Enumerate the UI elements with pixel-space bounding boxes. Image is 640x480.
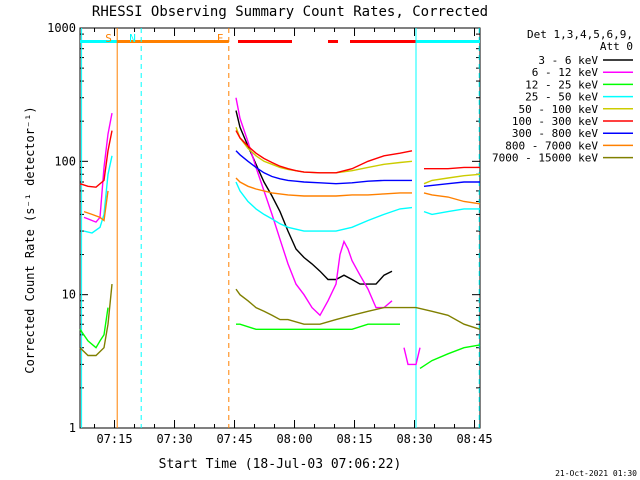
legend-label: 12 - 25 keV xyxy=(525,78,598,91)
legend-label: 6 - 12 keV xyxy=(532,66,599,79)
x-tick-label: 07:45 xyxy=(216,432,252,446)
series-line xyxy=(419,344,481,369)
legend-header-line-1: Det 1,3,4,5,6,9, xyxy=(527,28,633,41)
series-line xyxy=(235,130,413,174)
legend-label: 3 - 6 keV xyxy=(538,54,598,67)
legend-header-line-2: Att 0 xyxy=(600,40,633,53)
chart-title: RHESSI Observing Summary Count Rates, Co… xyxy=(92,4,488,20)
legend-label: 300 - 800 keV xyxy=(512,127,598,140)
y-axis-label: Corrected Count Rate (s⁻¹ detector⁻¹) xyxy=(23,106,37,373)
plot-area: 1 10 100 1000 07:15 07:30 07:45 08:00 08:15 08:30… xyxy=(47,21,492,446)
x-tick-label: 07:15 xyxy=(96,432,132,446)
time-marker-label: F xyxy=(217,32,224,45)
footer-date: 21-Oct-2021 01:30 xyxy=(555,469,637,478)
series-line xyxy=(235,150,412,185)
series-line xyxy=(79,307,109,349)
series-line xyxy=(423,181,480,187)
y-tick-label: 1 xyxy=(69,421,76,435)
state-bar xyxy=(350,40,416,43)
series-line xyxy=(235,181,413,232)
time-marker-label: N xyxy=(129,32,136,45)
x-tick-label: 08:30 xyxy=(396,432,432,446)
series-line xyxy=(423,208,480,216)
state-bar xyxy=(328,40,338,43)
series-line xyxy=(235,97,393,317)
y-tick-label: 10 xyxy=(62,288,76,302)
series-line xyxy=(235,127,413,174)
y-tick-label: 1000 xyxy=(47,21,76,35)
series-line xyxy=(424,166,480,170)
x-tick-label: 08:00 xyxy=(276,432,312,446)
legend-label: 50 - 100 keV xyxy=(519,103,599,116)
series-line xyxy=(83,190,109,222)
series-line xyxy=(83,112,113,223)
time-marker-label: S xyxy=(105,32,112,45)
state-bar xyxy=(80,40,142,43)
state-bar xyxy=(416,40,480,43)
legend-label: 100 - 300 keV xyxy=(512,115,598,128)
series-line xyxy=(423,192,481,205)
legend-label: 800 - 7000 keV xyxy=(505,139,598,152)
x-tick-label: 08:15 xyxy=(336,432,372,446)
series-line xyxy=(83,155,113,234)
series-line xyxy=(423,173,481,185)
series-line xyxy=(235,110,393,285)
x-tick-label: 08:45 xyxy=(456,432,492,446)
legend-label: 7000 - 15000 keV xyxy=(492,152,598,165)
series-line xyxy=(235,288,481,330)
x-tick-label: 07:30 xyxy=(156,432,192,446)
y-tick-label: 100 xyxy=(54,154,76,168)
series-line xyxy=(236,323,400,330)
x-axis-label: Start Time (18-Jul-03 07:06:22) xyxy=(159,457,402,472)
series-line xyxy=(79,284,113,357)
series-line xyxy=(79,130,113,188)
series-line xyxy=(403,347,421,366)
series-line xyxy=(235,177,412,197)
plot-frame xyxy=(79,27,481,429)
state-bar xyxy=(117,40,229,43)
legend-label: 25 - 50 keV xyxy=(525,91,598,104)
state-bar xyxy=(238,40,292,43)
